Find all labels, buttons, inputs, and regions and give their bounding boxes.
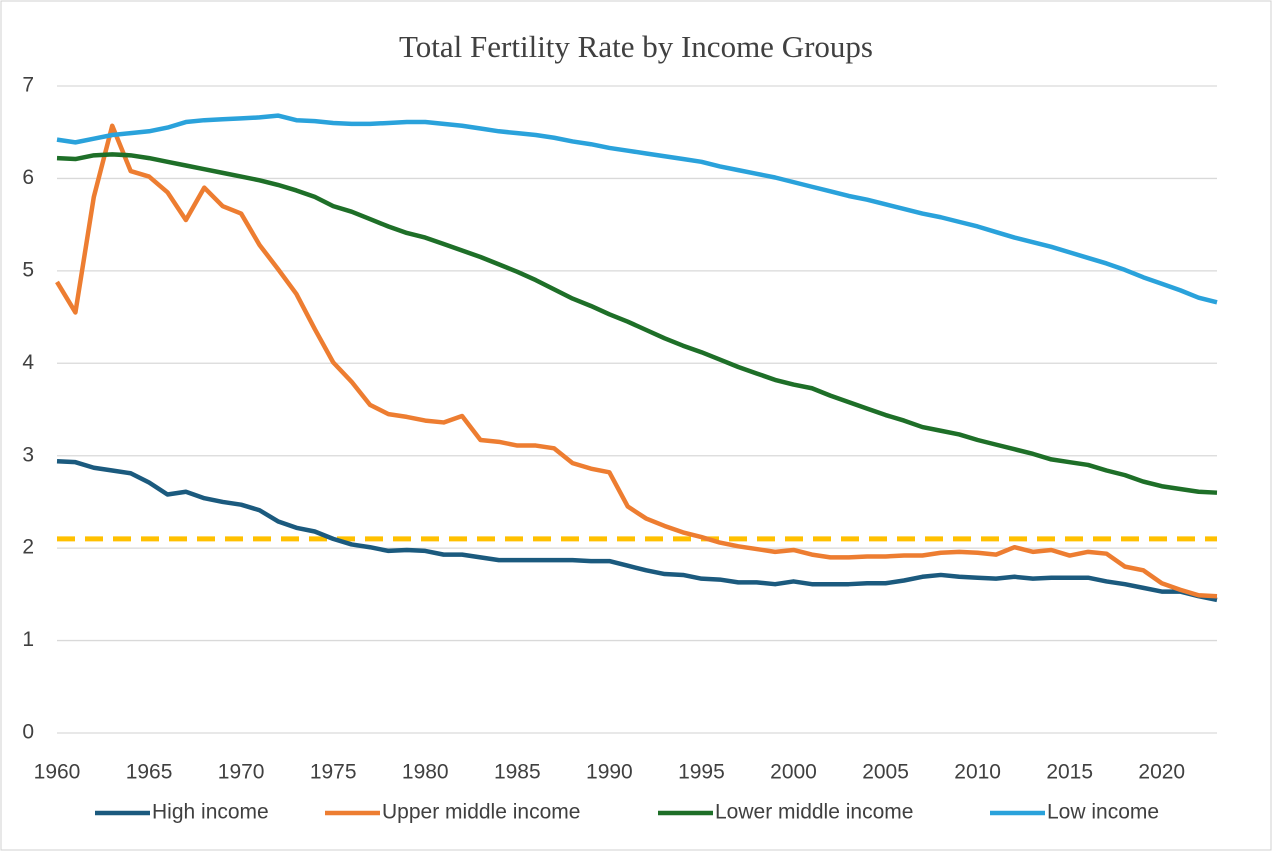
x-tick-label: 1960 xyxy=(34,761,81,784)
y-tick-label: 7 xyxy=(22,74,34,97)
x-tick-label: 2015 xyxy=(1046,761,1093,784)
y-tick-label: 4 xyxy=(22,351,34,374)
legend-label: Lower middle income xyxy=(715,801,913,824)
x-tick-label: 1995 xyxy=(678,761,725,784)
x-tick-label: 1975 xyxy=(310,761,357,784)
y-tick-label: 3 xyxy=(22,443,34,466)
x-tick-label: 1970 xyxy=(218,761,265,784)
x-tick-label: 1980 xyxy=(402,761,449,784)
legend-label: Upper middle income xyxy=(382,801,580,824)
legend-label: High income xyxy=(152,801,269,824)
y-tick-label: 5 xyxy=(22,258,34,281)
series-line xyxy=(56,152,1218,495)
x-tick-label: 1965 xyxy=(126,761,173,784)
series-line xyxy=(55,123,1218,599)
x-tick-label: 2010 xyxy=(954,761,1001,784)
series-line xyxy=(56,113,1218,305)
x-tick-label: 1985 xyxy=(494,761,541,784)
y-tick-label: 2 xyxy=(22,536,34,559)
y-tick-label: 1 xyxy=(22,628,34,651)
legend-label: Low income xyxy=(1047,801,1159,824)
x-tick-label: 1990 xyxy=(586,761,633,784)
x-tick-label: 2020 xyxy=(1138,761,1185,784)
y-tick-label: 6 xyxy=(22,166,34,189)
x-tick-label: 2000 xyxy=(770,761,817,784)
y-tick-label: 0 xyxy=(22,721,34,744)
series-line xyxy=(56,459,1218,603)
chart-title: Total Fertility Rate by Income Groups xyxy=(399,29,873,64)
x-tick-label: 2005 xyxy=(862,761,909,784)
